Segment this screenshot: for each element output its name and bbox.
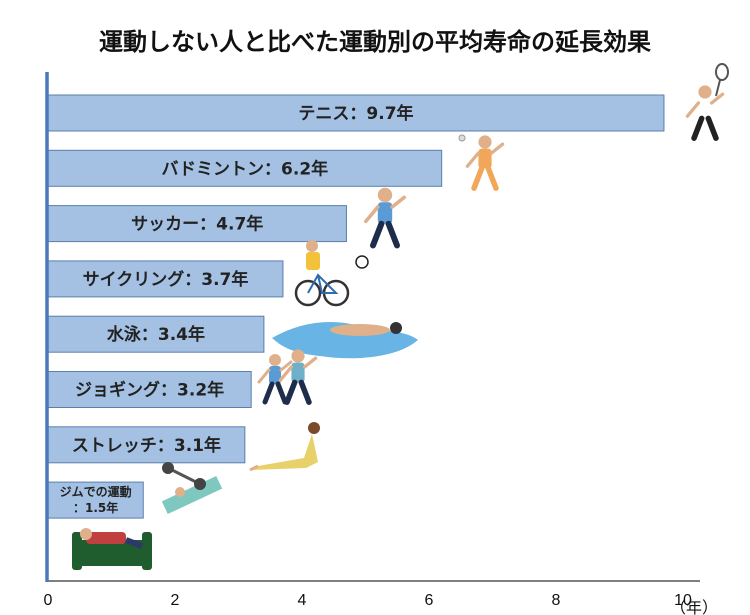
- icons-group: [72, 63, 729, 570]
- x-tick-label: 0: [44, 592, 53, 609]
- x-tick-label: 8: [552, 592, 561, 609]
- x-tick-label: 2: [171, 592, 180, 609]
- x-tick-label: 10: [674, 592, 692, 609]
- joggers-icon: [257, 349, 318, 405]
- bar-label: 水泳：3.4年: [107, 324, 205, 345]
- swimmer-icon: [272, 322, 418, 359]
- bars-group: テニス：9.7年バドミントン：6.2年サッカー：4.7年サイクリング：3.7年水…: [47, 94, 665, 519]
- x-tick-label: 4: [298, 592, 307, 609]
- bar-label: バドミントン：6.2年: [162, 158, 329, 179]
- sofa-lounger-icon: [72, 528, 152, 570]
- tennis-player-icon: [685, 63, 729, 141]
- bar-label: テニス：9.7年: [298, 103, 413, 124]
- bar-label: ジョギング：3.2年: [75, 380, 224, 401]
- bar: [47, 205, 347, 243]
- bar: [47, 94, 665, 132]
- chart-title: 運動しない人と比べた運動別の平均寿命の延長効果: [99, 28, 651, 56]
- bar-label: サイクリング：3.7年: [83, 269, 249, 290]
- stretching-woman-icon: [249, 422, 320, 472]
- bar: [47, 149, 443, 187]
- x-ticks: 0 2 4 6 8 10: [44, 592, 692, 609]
- cyclist-icon: [294, 240, 350, 307]
- x-axis-unit: （年）: [670, 599, 718, 615]
- soccer-player-icon: [355, 187, 407, 269]
- bar: [47, 426, 246, 464]
- x-tick-label: 6: [425, 592, 434, 609]
- bar: [47, 260, 284, 298]
- bar-label: ストレッチ：3.1年: [72, 435, 221, 456]
- bar-label: ジムでの運動：1.5年: [60, 484, 132, 515]
- bar-label: サッカー：4.7年: [131, 214, 263, 235]
- bar: [47, 315, 265, 353]
- badminton-player-icon: [458, 134, 505, 191]
- gym-bench-press-icon: [161, 462, 223, 515]
